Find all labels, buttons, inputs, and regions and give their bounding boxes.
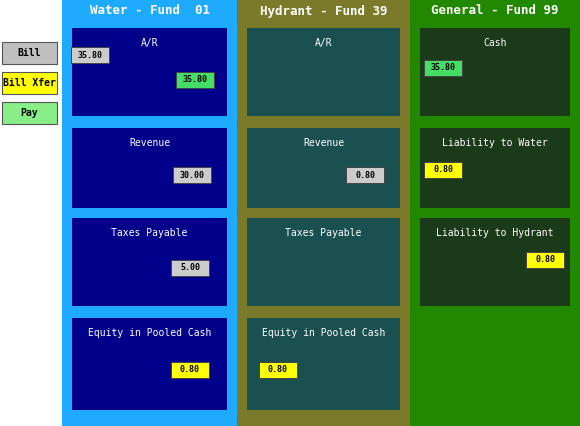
Bar — [72, 218, 227, 306]
Text: 0.80: 0.80 — [268, 366, 288, 374]
Text: Pay: Pay — [21, 108, 38, 118]
Text: 35.80: 35.80 — [430, 63, 455, 72]
Bar — [176, 72, 214, 88]
Bar — [247, 128, 400, 208]
Bar — [247, 318, 400, 410]
Text: 5.00: 5.00 — [180, 264, 200, 273]
Bar — [247, 28, 400, 116]
Bar — [420, 28, 570, 116]
Text: 35.80: 35.80 — [78, 51, 103, 60]
Text: Taxes Payable: Taxes Payable — [285, 228, 362, 238]
Bar — [424, 60, 462, 76]
Text: Taxes Payable: Taxes Payable — [111, 228, 188, 238]
Bar — [173, 167, 211, 183]
Text: A/R: A/R — [141, 38, 158, 48]
Bar — [72, 318, 227, 410]
Bar — [171, 362, 209, 378]
Text: Bill: Bill — [18, 48, 41, 58]
Bar — [424, 162, 462, 178]
Text: Revenue: Revenue — [129, 138, 170, 148]
Bar — [72, 128, 227, 208]
Bar — [237, 0, 410, 426]
Text: Equity in Pooled Cash: Equity in Pooled Cash — [262, 328, 385, 338]
Bar — [420, 218, 570, 306]
Text: Cash: Cash — [483, 38, 507, 48]
Text: Revenue: Revenue — [303, 138, 344, 148]
Text: 0.80: 0.80 — [355, 170, 375, 179]
Text: 35.80: 35.80 — [183, 75, 208, 84]
Bar — [2, 102, 57, 124]
Text: Liability to Water: Liability to Water — [442, 138, 548, 148]
Bar — [410, 0, 580, 426]
Bar — [346, 167, 384, 183]
Text: 0.80: 0.80 — [535, 256, 555, 265]
Bar — [71, 47, 109, 63]
Text: General - Fund 99: General - Fund 99 — [432, 5, 559, 17]
Text: Equity in Pooled Cash: Equity in Pooled Cash — [88, 328, 211, 338]
Bar — [247, 218, 400, 306]
Text: Water - Fund  01: Water - Fund 01 — [89, 5, 209, 17]
Text: Bill Xfer: Bill Xfer — [3, 78, 56, 88]
Bar — [420, 128, 570, 208]
Bar — [171, 260, 209, 276]
Bar — [2, 42, 57, 64]
Text: 0.80: 0.80 — [433, 165, 453, 175]
Text: Liability to Hydrant: Liability to Hydrant — [436, 228, 554, 238]
Text: Hydrant - Fund 39: Hydrant - Fund 39 — [260, 5, 387, 17]
Bar — [2, 72, 57, 94]
Text: 30.00: 30.00 — [179, 170, 205, 179]
Text: 0.80: 0.80 — [180, 366, 200, 374]
Bar — [259, 362, 297, 378]
Text: A/R: A/R — [315, 38, 332, 48]
Bar — [72, 28, 227, 116]
Bar — [62, 0, 237, 426]
Bar — [526, 252, 564, 268]
